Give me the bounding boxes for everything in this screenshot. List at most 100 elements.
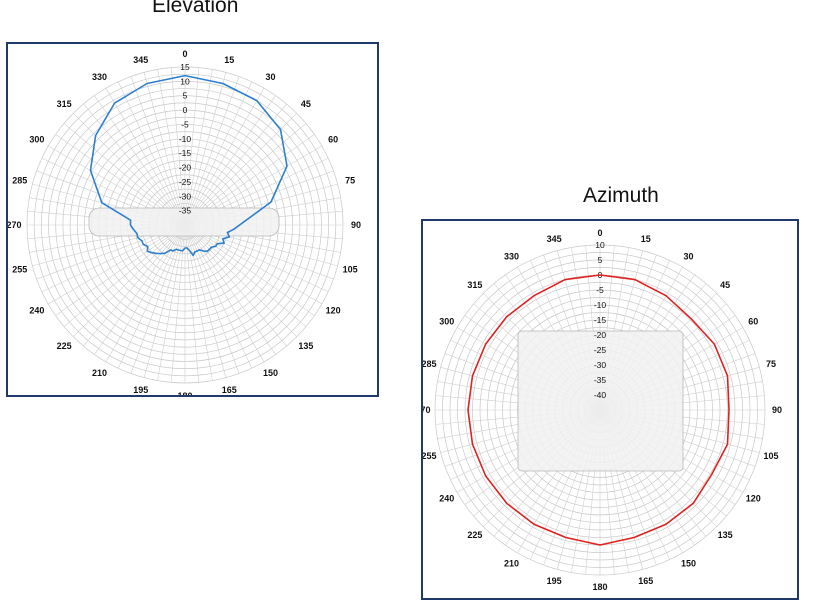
azimuth-radial-tick-label: -10 xyxy=(594,300,607,310)
elevation-radial-tick-label: -10 xyxy=(179,134,192,144)
elevation-grid-spoke xyxy=(157,69,186,226)
elevation-pattern-line xyxy=(89,74,288,257)
elevation-radial-tick-label: -25 xyxy=(179,177,192,187)
elevation-grid-spoke xyxy=(184,69,213,226)
azimuth-angle-label: 225 xyxy=(467,530,482,540)
elevation-grid-spoke xyxy=(105,88,186,226)
azimuth-radial-tick-label: -35 xyxy=(594,375,607,385)
elevation-angle-label: 225 xyxy=(57,341,72,351)
elevation-grid-spoke xyxy=(48,224,186,305)
elevation-grid-spoke xyxy=(184,224,253,369)
elevation-radial-tick-label: -5 xyxy=(181,119,189,129)
elevation-angle-label: 330 xyxy=(92,72,107,82)
elevation-angle-label: 15 xyxy=(224,55,234,65)
azimuth-radial-tick-label: 5 xyxy=(598,255,603,265)
elevation-radial-tick-label: 5 xyxy=(183,91,188,101)
azimuth-radial-tick-label: -15 xyxy=(594,315,607,325)
elevation-angle-label: 255 xyxy=(12,264,27,274)
elevation-radial-tick-label: 0 xyxy=(183,105,188,115)
azimuth-angle-label: 285 xyxy=(423,359,437,369)
elevation-grid-spoke xyxy=(83,224,186,347)
azimuth-angle-label: 150 xyxy=(681,558,696,568)
azimuth-angle-label: 135 xyxy=(718,530,733,540)
elevation-grid-spoke xyxy=(184,81,253,226)
elevation-polar-chart: 151050-5-10-15-20-25-30-3501530456075901… xyxy=(8,49,361,395)
azimuth-radial-tick-label: -25 xyxy=(594,345,607,355)
azimuth-chart-frame: 10 5 0 -5 -10 -15 -20 -25 -30 -35 -40 0 15 30 45 60 75 90… xyxy=(421,219,799,600)
azimuth-angle-label: 90 xyxy=(772,405,782,415)
azimuth-title: Azimuth xyxy=(583,184,659,207)
azimuth-angle-label: 60 xyxy=(748,317,758,327)
elevation-grid-spoke xyxy=(55,224,186,316)
azimuth-angle-label: 255 xyxy=(423,451,437,461)
elevation-grid-spoke xyxy=(73,113,186,226)
azimuth-angle-label: 240 xyxy=(439,494,454,504)
elevation-grid-spoke xyxy=(143,224,186,378)
azimuth-angle-label: 45 xyxy=(720,280,730,290)
azimuth-angle-label: 195 xyxy=(547,576,562,586)
elevation-grid-spoke xyxy=(130,76,186,226)
elevation-angle-label: 90 xyxy=(351,220,361,230)
elevation-grid-spoke xyxy=(184,224,307,327)
elevation-grid-spoke xyxy=(184,103,287,226)
elevation-angle-label: 120 xyxy=(326,306,341,316)
elevation-radial-tick-label: -20 xyxy=(179,163,192,173)
azimuth-angle-label: 120 xyxy=(746,494,761,504)
azimuth-angle-label: 315 xyxy=(467,280,482,290)
azimuth-radial-tick-label: -30 xyxy=(594,360,607,370)
elevation-angle-label: 30 xyxy=(265,72,275,82)
elevation-grid-spoke xyxy=(184,88,265,226)
elevation-angle-label: 180 xyxy=(177,391,192,395)
azimuth-device-overlay xyxy=(517,330,684,472)
elevation-grid-spoke xyxy=(184,224,227,378)
elevation-angle-label: 105 xyxy=(343,264,358,274)
elevation-grid-spoke xyxy=(184,224,200,383)
azimuth-polar-chart: 1050-5-10-15-20-25-30-35-400153045607590… xyxy=(423,228,782,592)
azimuth-radial-tick-label: -5 xyxy=(596,285,604,295)
elevation-grid-spoke xyxy=(184,72,227,226)
azimuth-radial-tick-label: 10 xyxy=(595,240,605,250)
elevation-grid-spoke xyxy=(184,224,315,316)
azimuth-angle-label: 165 xyxy=(638,576,653,586)
elevation-grid-spoke xyxy=(184,224,287,347)
elevation-grid-spoke xyxy=(143,72,186,226)
azimuth-angle-label: 105 xyxy=(763,451,778,461)
azimuth-angle-label: 270 xyxy=(423,405,431,415)
elevation-grid-spoke xyxy=(73,224,186,337)
elevation-chart-frame: 15 10 5 0 -5 -10 -15 -20 -25 -30 -35 0 15 30 45 60 75 90 1… xyxy=(6,42,379,397)
elevation-angle-label: 60 xyxy=(328,135,338,145)
elevation-angle-label: 0 xyxy=(182,49,187,59)
elevation-angle-label: 285 xyxy=(12,176,27,186)
elevation-grid-spoke xyxy=(184,67,200,226)
elevation-angle-label: 270 xyxy=(8,220,22,230)
elevation-radial-tick-label: 10 xyxy=(180,76,190,86)
elevation-grid-spoke xyxy=(117,224,186,369)
elevation-grid-spoke xyxy=(105,224,186,362)
azimuth-angle-label: 300 xyxy=(439,317,454,327)
elevation-angle-label: 165 xyxy=(222,385,237,395)
elevation-radial-tick-label: -15 xyxy=(179,148,192,158)
elevation-title: Elevation xyxy=(152,0,239,17)
elevation-grid-spoke xyxy=(94,224,186,355)
azimuth-pattern-line xyxy=(467,274,730,546)
elevation-angle-label: 150 xyxy=(263,368,278,378)
elevation-radial-tick-label: -30 xyxy=(179,191,192,201)
elevation-grid-spoke xyxy=(184,224,265,362)
azimuth-angle-label: 345 xyxy=(547,234,562,244)
azimuth-radial-tick-label: -20 xyxy=(594,330,607,340)
elevation-grid-spoke xyxy=(63,224,186,327)
elevation-grid-spoke xyxy=(184,95,276,226)
elevation-angle-label: 240 xyxy=(29,306,44,316)
azimuth-angle-label: 15 xyxy=(641,234,651,244)
elevation-angle-label: 195 xyxy=(133,385,148,395)
azimuth-radial-tick-label: -40 xyxy=(594,390,607,400)
elevation-device-overlay xyxy=(88,207,280,237)
elevation-angle-label: 75 xyxy=(345,176,355,186)
elevation-angle-label: 315 xyxy=(57,99,72,109)
azimuth-angle-label: 30 xyxy=(683,252,693,262)
elevation-grid-spoke xyxy=(94,95,186,226)
elevation-grid-spoke xyxy=(184,224,276,355)
elevation-angle-label: 300 xyxy=(29,135,44,145)
azimuth-angle-label: 180 xyxy=(592,582,607,592)
elevation-grid-spoke xyxy=(184,224,297,337)
